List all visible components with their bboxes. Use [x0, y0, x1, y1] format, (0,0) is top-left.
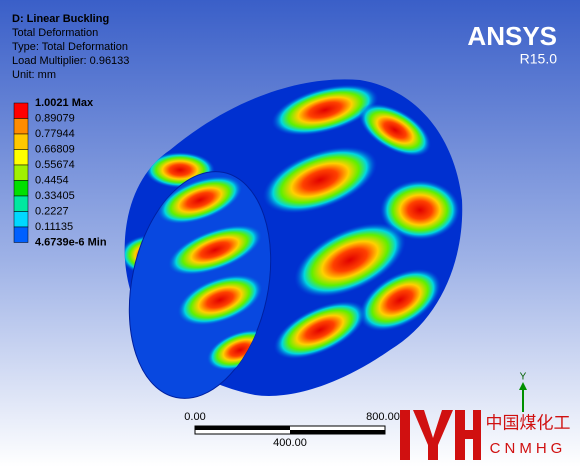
- legend-swatch: [13, 226, 29, 243]
- watermark-latin: CNMHG: [490, 440, 567, 457]
- scale-middle: 400.00: [273, 437, 307, 449]
- watermark-chinese: 中国煤化工: [486, 413, 571, 432]
- legend-swatch: [13, 102, 29, 119]
- legend-label: 0.66809: [35, 143, 75, 155]
- header-line: Type: Total Deformation: [12, 41, 128, 53]
- header-line: Total Deformation: [12, 27, 98, 39]
- release: R15.0: [520, 51, 558, 67]
- legend-label: 4.6739e-6 Min: [35, 236, 107, 248]
- scale-left: 0.00: [184, 411, 205, 423]
- legend-label: 0.55674: [35, 159, 75, 171]
- legend-label: 0.89079: [35, 112, 75, 124]
- triad: [519, 382, 527, 412]
- legend-swatch: [13, 149, 29, 166]
- legend-swatch: [13, 195, 29, 212]
- watermark-logo: [400, 410, 481, 460]
- header-line: Unit: mm: [12, 69, 56, 81]
- header-line: Load Multiplier: 0.96133: [12, 55, 129, 67]
- logo: ANSYS: [467, 21, 557, 51]
- title: D: Linear Buckling: [12, 13, 109, 25]
- legend-swatch: [13, 133, 29, 150]
- triad-label: Y: [520, 372, 527, 383]
- legend-label: 0.77944: [35, 128, 75, 140]
- scale-bar: [194, 425, 386, 435]
- legend-label: 0.4454: [35, 174, 69, 186]
- scale-right: 800.00: [366, 411, 400, 423]
- legend-label: 0.11135: [35, 221, 73, 233]
- legend-swatch: [13, 164, 29, 181]
- legend-swatch: [13, 180, 29, 197]
- legend-label: 1.0021 Max: [35, 97, 94, 109]
- legend-label: 0.2227: [35, 205, 69, 217]
- legend-swatch: [13, 118, 29, 135]
- legend-swatch: [13, 211, 29, 228]
- model: [124, 79, 463, 399]
- legend-label: 0.33405: [35, 190, 75, 202]
